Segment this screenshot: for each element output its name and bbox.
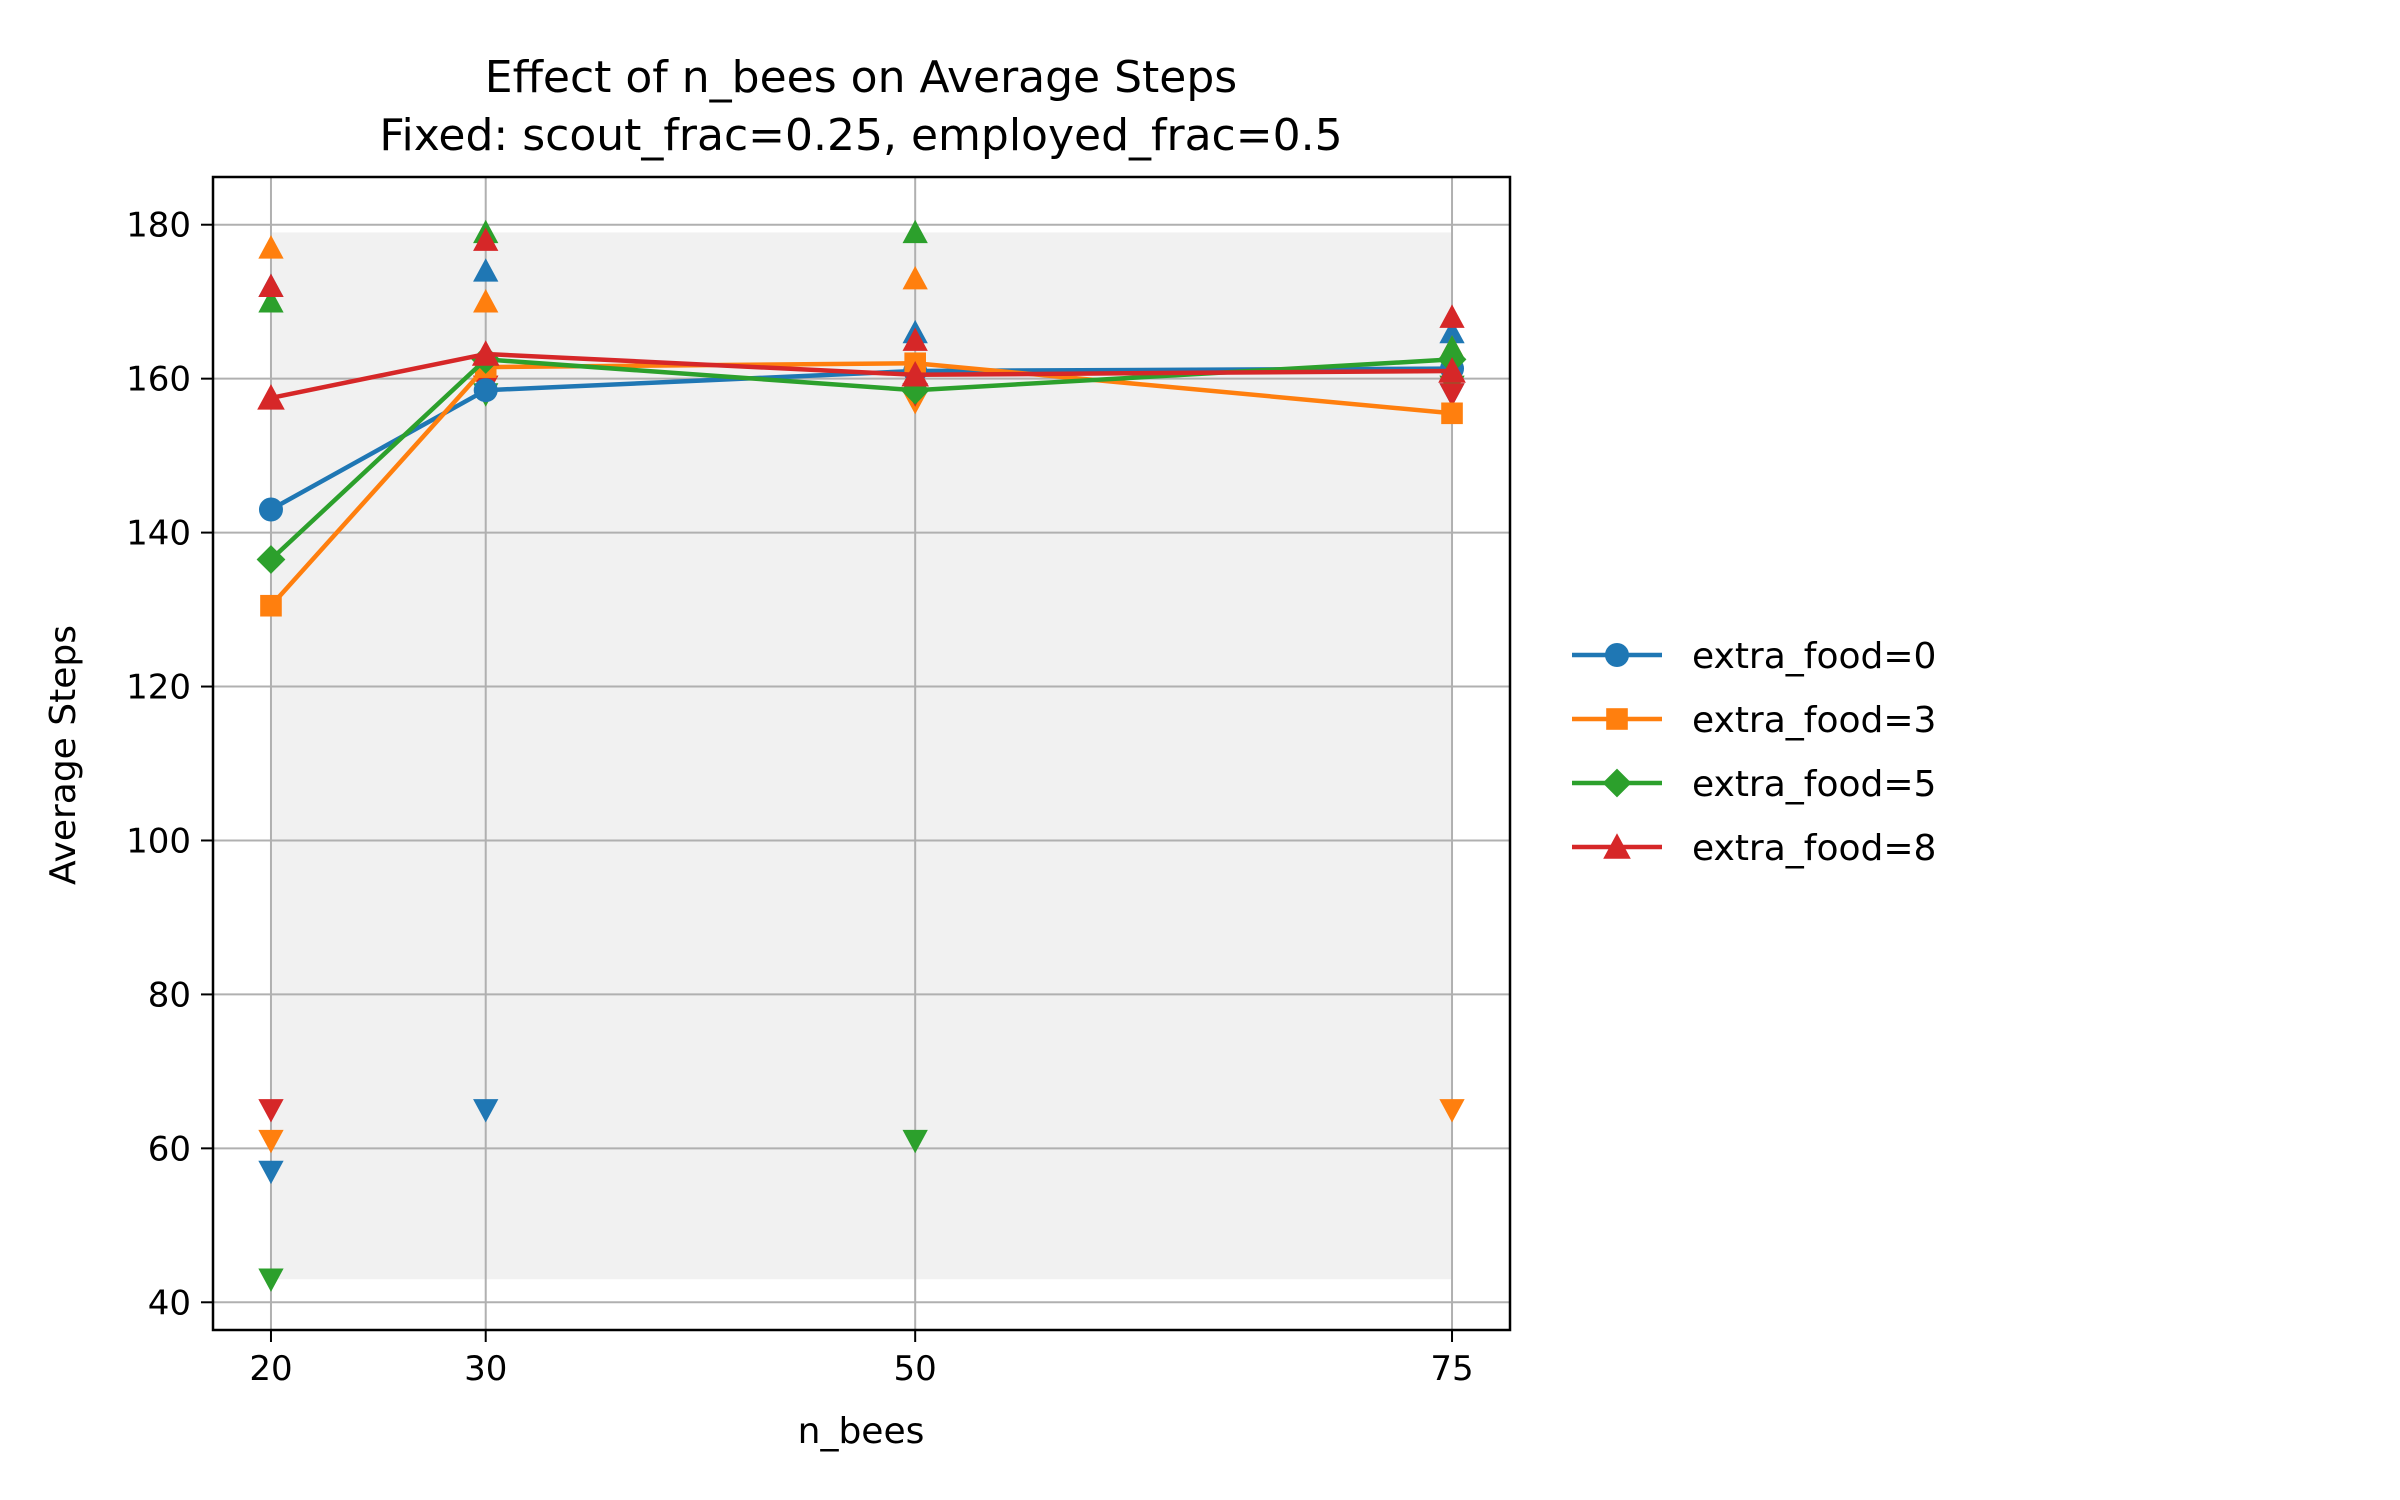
chart-subtitle: Fixed: scout_frac=0.25, employed_frac=0.… xyxy=(379,110,1342,161)
min-point xyxy=(1439,383,1465,407)
y-tick-label: 80 xyxy=(148,975,191,1015)
shaded-range-band xyxy=(270,232,1453,1280)
min-point xyxy=(473,1099,499,1123)
y-tick-label: 120 xyxy=(126,668,191,708)
plot-area: 20 30 50 75 40 60 80 100 120 140 160 180 xyxy=(126,175,1512,1389)
max-point xyxy=(258,273,284,298)
x-tick-label: 30 xyxy=(464,1349,507,1389)
series-line xyxy=(270,351,1453,401)
max-point xyxy=(1439,319,1465,344)
x-tick-label: 20 xyxy=(249,1349,292,1389)
legend-marker xyxy=(1603,833,1631,859)
max-point xyxy=(902,219,928,244)
y-axis-label: Average Steps xyxy=(43,625,84,885)
data-point xyxy=(260,594,282,617)
y-tick-label: 160 xyxy=(126,360,191,400)
legend-label: extra_food=8 xyxy=(1692,828,1936,869)
data-point xyxy=(258,497,283,522)
data-point xyxy=(256,545,286,574)
x-axis-label: n_bees xyxy=(798,1411,925,1452)
min-point xyxy=(258,1099,284,1123)
y-tick-label: 100 xyxy=(126,821,191,861)
legend-marker xyxy=(1606,708,1628,730)
legend-label: extra_food=0 xyxy=(1692,636,1936,677)
min-point xyxy=(1439,1099,1465,1123)
chart-title: Effect of n_bees on Average Steps xyxy=(485,52,1237,103)
series-line xyxy=(269,366,1453,512)
data-point xyxy=(901,361,929,387)
max-point xyxy=(473,289,499,313)
min-point xyxy=(258,1160,284,1185)
max-point xyxy=(473,258,499,282)
max-point xyxy=(258,289,284,313)
max-point xyxy=(473,227,499,251)
min-point xyxy=(258,1268,284,1292)
data-point xyxy=(471,340,500,366)
y-tick-label: 40 xyxy=(148,1283,191,1323)
max-point xyxy=(902,265,928,290)
legend: extra_food=0 extra_food=3 extra_food=5extr… xyxy=(1572,636,1936,869)
legend-marker xyxy=(1605,643,1629,667)
max-point xyxy=(902,327,928,351)
max-point xyxy=(1439,304,1465,328)
min-point xyxy=(902,1129,928,1154)
x-tick-label: 75 xyxy=(1430,1349,1473,1389)
legend-marker xyxy=(1602,768,1632,798)
max-point xyxy=(258,235,284,259)
x-tick-label: 50 xyxy=(894,1349,937,1389)
data-point xyxy=(1438,357,1466,383)
legend-label: extra_food=5 xyxy=(1692,764,1936,805)
y-tick-label: 180 xyxy=(126,206,191,246)
min-point xyxy=(258,1129,284,1154)
data-point xyxy=(473,378,498,403)
legend-label: extra_food=3 xyxy=(1692,700,1936,741)
y-tick-label: 60 xyxy=(148,1129,191,1169)
data-point xyxy=(1441,402,1463,425)
data-point xyxy=(257,384,285,410)
y-tick-label: 140 xyxy=(126,514,191,554)
plot-frame xyxy=(211,175,1512,1332)
